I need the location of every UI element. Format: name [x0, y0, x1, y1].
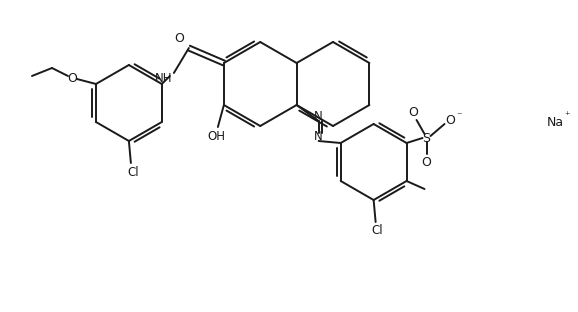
Text: Cl: Cl: [372, 225, 383, 237]
Text: Cl: Cl: [127, 165, 139, 178]
Text: OH: OH: [207, 129, 225, 143]
Text: ⁺: ⁺: [564, 111, 570, 121]
Text: Na: Na: [546, 115, 564, 129]
Text: ⁻: ⁻: [457, 111, 462, 121]
Text: O: O: [409, 106, 418, 119]
Text: O: O: [67, 71, 77, 85]
Text: O: O: [174, 32, 184, 46]
Text: O: O: [421, 155, 431, 168]
Text: N: N: [314, 130, 323, 144]
Text: O: O: [446, 114, 455, 126]
Text: S: S: [423, 131, 431, 144]
Text: NH: NH: [155, 71, 173, 85]
Text: N: N: [314, 110, 323, 124]
